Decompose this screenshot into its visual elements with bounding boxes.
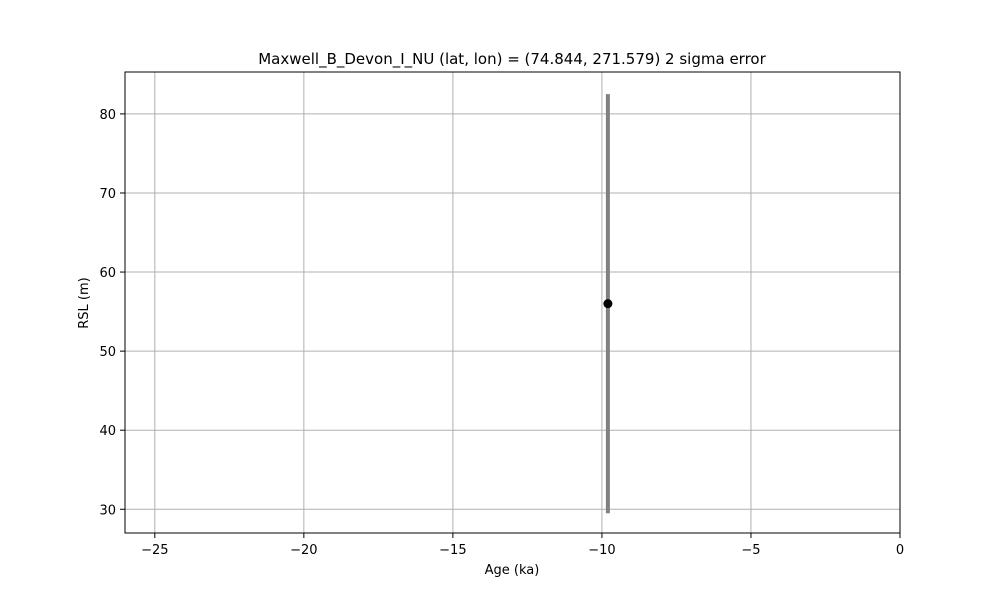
x-axis-label: Age (ka) [485, 563, 540, 578]
x-tick-label: −10 [588, 543, 615, 558]
data-layer [603, 94, 613, 514]
chart-title: Maxwell_B_Devon_I_NU (lat, lon) = (74.84… [258, 50, 766, 69]
y-tick-label: 60 [99, 266, 116, 281]
x-tick-label: −5 [741, 543, 760, 558]
plot-frame [124, 71, 901, 534]
y-tick-label: 30 [99, 503, 116, 518]
ticks: −25 −20 −15 −10 −5 0 30 40 50 60 70 80 [99, 108, 904, 558]
y-axis-label: RSL (m) [77, 277, 92, 328]
y-tick-label: 70 [99, 187, 116, 202]
x-tick-label: −15 [439, 543, 466, 558]
x-tick-label: −25 [141, 543, 168, 558]
y-tick-label: 50 [99, 345, 116, 360]
x-tick-label: 0 [896, 543, 904, 558]
data-point [603, 299, 613, 309]
x-tick-label: −20 [290, 543, 317, 558]
y-tick-label: 40 [99, 424, 116, 439]
y-tick-label: 80 [99, 108, 116, 123]
